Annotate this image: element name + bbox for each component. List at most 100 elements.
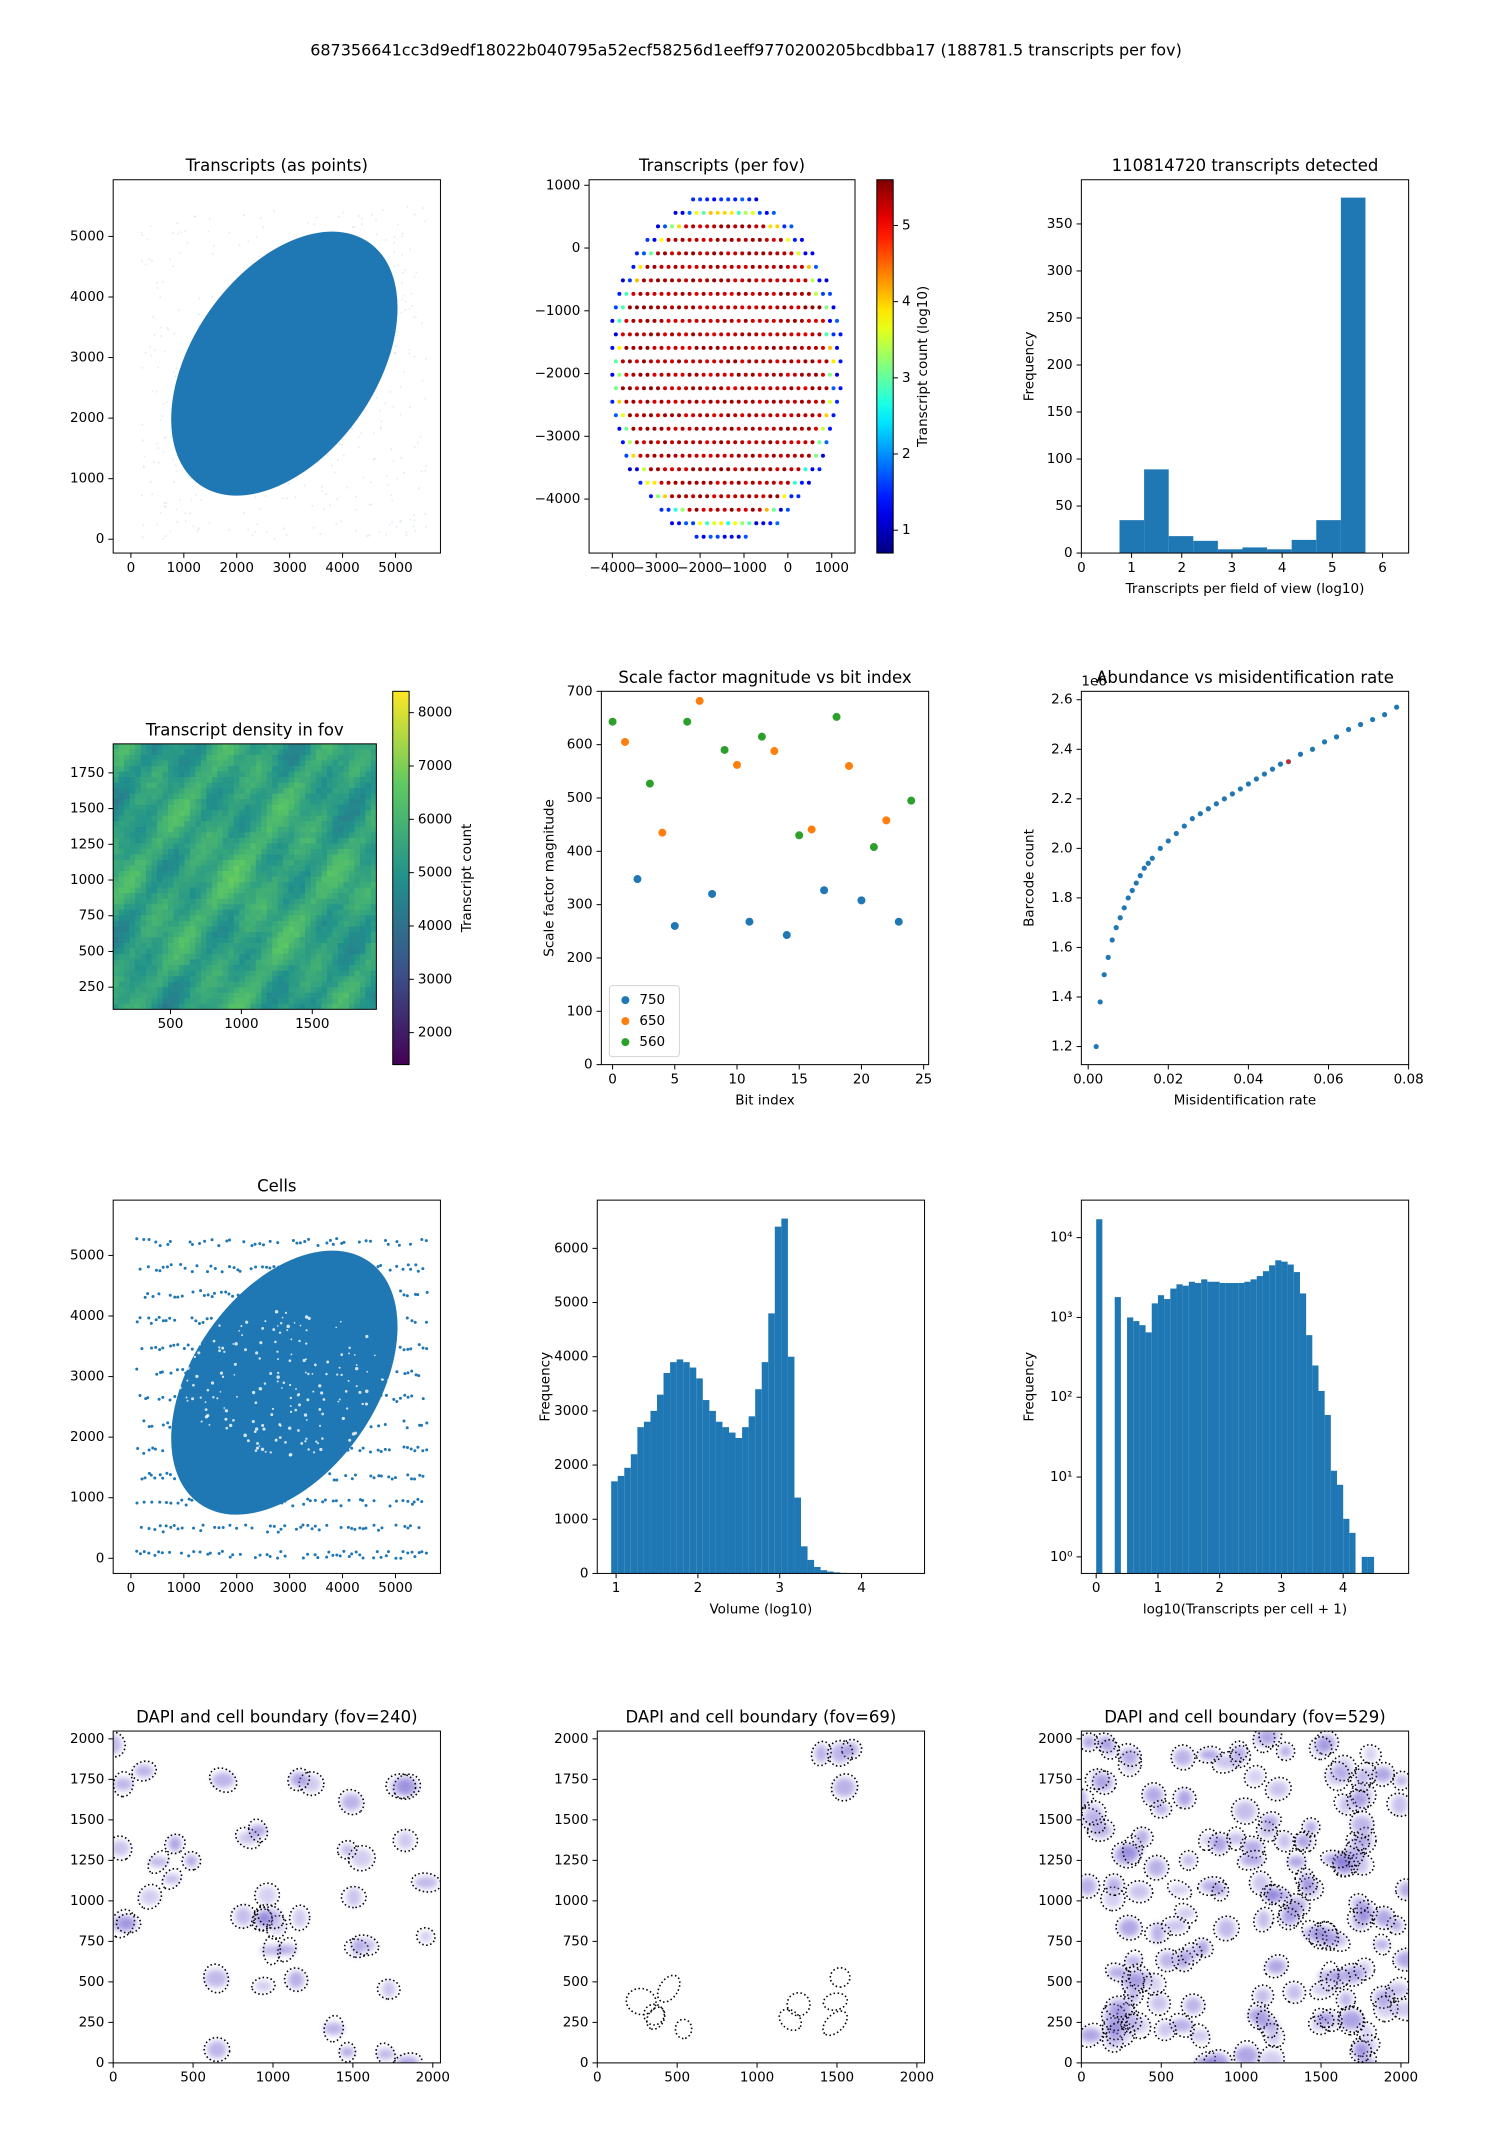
heat-cell	[195, 904, 202, 911]
y-tick-label: 250	[79, 979, 105, 995]
x-tick-label: 2000	[416, 2070, 450, 2086]
heat-cell	[217, 893, 224, 900]
cell-dot	[161, 1530, 165, 1534]
heat-cell	[321, 954, 328, 961]
heat-cell	[261, 765, 268, 773]
fov-dot	[715, 480, 720, 485]
heat-cell	[239, 882, 246, 889]
heat-cell	[310, 749, 317, 756]
cell-dot	[203, 1239, 207, 1243]
fov-dot	[817, 413, 822, 418]
fov-dot	[638, 372, 643, 377]
heat-cell	[348, 832, 356, 839]
fov-dot	[648, 386, 653, 391]
heat-cell	[255, 909, 262, 916]
fov-dot	[641, 413, 646, 418]
fov-dot	[663, 224, 668, 229]
cell-gap	[240, 1324, 243, 1328]
fov-dot	[677, 386, 682, 391]
heat-cell	[316, 821, 323, 828]
cell-dot	[406, 1263, 410, 1267]
fov-dot	[659, 345, 664, 350]
heat-cell	[184, 970, 191, 977]
fov-dot	[785, 318, 790, 323]
heat-cell	[294, 976, 301, 983]
fov-dot	[747, 305, 752, 310]
heat-cell	[337, 981, 345, 988]
heat-cell	[217, 743, 224, 750]
cell-dot	[168, 1425, 172, 1429]
heat-cell	[288, 860, 295, 867]
cell-dot	[238, 1552, 242, 1556]
cell-gap	[277, 1358, 279, 1361]
heat-cell	[173, 771, 180, 778]
faint-dot	[401, 298, 404, 301]
fov-dot	[729, 507, 734, 512]
heat-cell	[310, 920, 317, 927]
heat-cell	[189, 920, 197, 927]
fov-dot	[733, 332, 738, 337]
heat-cell	[272, 909, 279, 916]
cell-dot	[135, 1367, 139, 1371]
heat-cell	[178, 882, 186, 889]
faint-dot	[173, 481, 176, 484]
fov-dot	[785, 291, 790, 296]
heat-cell	[200, 821, 207, 828]
cell-dot	[173, 1395, 177, 1399]
heat-cell	[233, 804, 240, 811]
heat-cell	[173, 954, 180, 961]
heat-cell	[211, 793, 218, 800]
faint-dot	[287, 483, 290, 486]
cell-gap	[276, 1375, 280, 1379]
heat-cell	[195, 788, 202, 795]
fov-dot	[719, 251, 724, 256]
heat-cell	[129, 765, 136, 773]
heat-cell	[261, 771, 268, 778]
fov-dot	[663, 494, 668, 499]
fov-dot	[670, 359, 675, 364]
bar	[715, 1421, 723, 1574]
cell-boundary	[340, 1885, 367, 1909]
heat-cell	[305, 904, 312, 911]
plot-area	[1093, 704, 1400, 1050]
fov-dot	[736, 291, 741, 296]
heat-cell	[337, 771, 345, 778]
heat-cell	[370, 992, 377, 999]
cell-boundary	[810, 1740, 832, 1767]
fov-dot	[680, 372, 685, 377]
heat-cell	[124, 893, 131, 900]
heat-cell	[283, 876, 290, 883]
axes-title: DAPI and cell boundary (fov=240)	[136, 1708, 417, 1727]
heat-cell	[343, 893, 350, 900]
heat-cell	[211, 981, 218, 988]
heat-cell	[173, 948, 180, 955]
heat-cell	[316, 981, 323, 988]
fov-dot	[754, 521, 759, 526]
y-axis-label: Frequency	[1021, 332, 1037, 402]
heat-cell	[184, 865, 191, 872]
fov-dot	[655, 251, 660, 256]
heat-cell	[288, 799, 295, 806]
fov-dot	[757, 264, 762, 269]
fov-dot	[740, 332, 745, 337]
heat-cell	[222, 788, 229, 795]
heat-cell	[305, 826, 312, 833]
heat-cell	[250, 876, 257, 883]
heat-cell	[316, 965, 323, 972]
heat-cell	[157, 771, 164, 778]
heat-cell	[239, 998, 246, 1005]
heat-cell	[200, 959, 207, 966]
heat-cell	[118, 771, 125, 778]
heat-cell	[332, 743, 339, 750]
x-tick-label: 1000	[224, 1016, 258, 1032]
heat-cell	[178, 815, 186, 822]
heat-cell	[354, 931, 361, 939]
cell-dot	[410, 1369, 414, 1373]
heat-cell	[244, 843, 251, 850]
heat-cell	[146, 937, 153, 944]
heat-cell	[327, 871, 334, 878]
cell-dot	[338, 1554, 342, 1558]
faint-dot	[165, 400, 168, 403]
faint-dot	[142, 439, 145, 442]
heat-cell	[321, 865, 328, 872]
